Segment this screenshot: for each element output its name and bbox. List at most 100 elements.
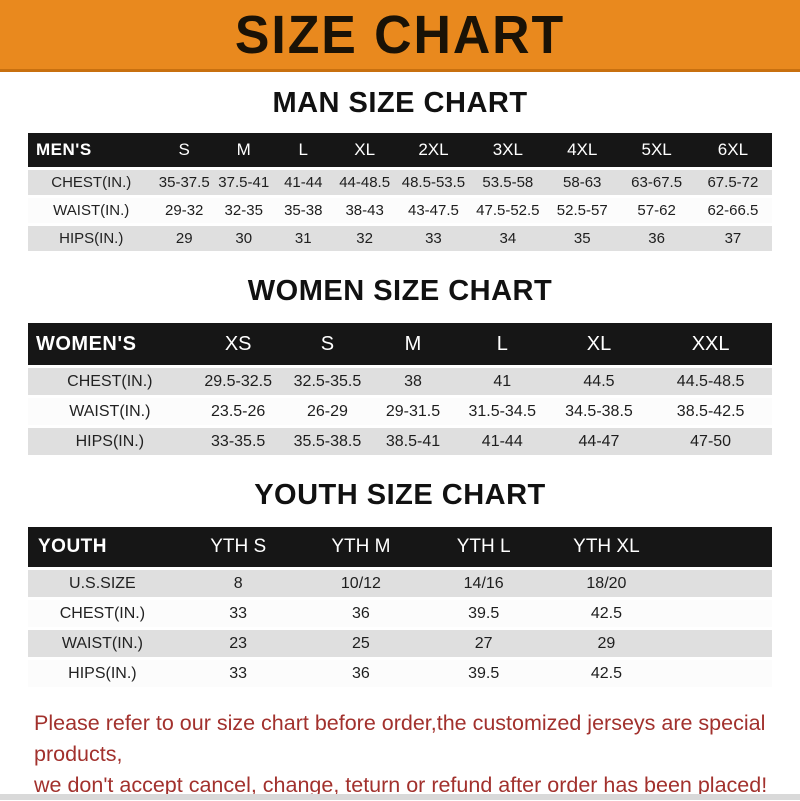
- youth-size-table: YOUTH YTH S YTH M YTH L YTH XL U.S.SIZE …: [28, 524, 772, 690]
- size-cell: 35.5-38.5: [284, 428, 371, 455]
- men-size-table: MEN'S S M L XL 2XL 3XL 4XL 5XL 6XL CHEST…: [28, 130, 772, 254]
- women-section-heading: WOMEN SIZE CHART: [247, 275, 553, 307]
- size-cell: 36: [299, 660, 423, 687]
- banner-title: SIZE CHART: [234, 4, 566, 65]
- size-cell: 35-37.5: [154, 170, 214, 195]
- size-cell: 25: [299, 630, 423, 657]
- men-col-header: 5XL: [619, 133, 694, 167]
- women-waist-row: WAIST(IN.) 23.5-26 26-29 29-31.5 31.5-34…: [28, 398, 772, 425]
- size-cell: 32: [333, 226, 397, 251]
- men-col-header: 6XL: [693, 133, 772, 167]
- men-chest-row: CHEST(IN.) 35-37.5 37.5-41 41-44 44-48.5…: [28, 170, 772, 195]
- women-header-row: WOMEN'S XS S M L XL XXL: [28, 323, 772, 365]
- women-size-table: WOMEN'S XS S M L XL XXL CHEST(IN.) 29.5-…: [28, 320, 772, 458]
- men-col-header: M: [213, 133, 274, 167]
- women-col-header: L: [455, 323, 549, 365]
- size-cell: 58-63: [545, 170, 620, 195]
- size-cell: 32-35: [213, 198, 274, 223]
- size-cell: 44.5: [548, 368, 650, 395]
- size-cell: 23.5-26: [191, 398, 285, 425]
- man-section-heading: MAN SIZE CHART: [272, 87, 528, 119]
- size-cell: 42.5: [545, 600, 668, 627]
- size-cell: 31: [273, 226, 334, 251]
- size-cell: 41-44: [455, 428, 549, 455]
- size-cell: 14/16: [422, 570, 546, 597]
- size-cell: 29: [545, 630, 668, 657]
- youth-col-header: YTH XL: [545, 527, 668, 567]
- row-label: WAIST(IN.): [28, 398, 192, 425]
- youth-waist-row: WAIST(IN.) 23 25 27 29: [28, 630, 772, 657]
- men-hips-row: HIPS(IN.) 29 30 31 32 33 34 35 36 37: [28, 226, 772, 251]
- size-cell: 33: [176, 660, 300, 687]
- women-table-label: WOMEN'S: [28, 323, 192, 365]
- size-cell: 38.5-41: [370, 428, 456, 455]
- spacer-cell: [667, 600, 772, 627]
- youth-header-row: YOUTH YTH S YTH M YTH L YTH XL: [28, 527, 772, 567]
- spacer-cell: [667, 570, 772, 597]
- size-cell: 57-62: [619, 198, 694, 223]
- women-col-header: XS: [191, 323, 285, 365]
- size-cell: 33: [396, 226, 471, 251]
- youth-hips-row: HIPS(IN.) 33 36 39.5 42.5: [28, 660, 772, 687]
- women-col-header: XL: [548, 323, 650, 365]
- size-cell: 44-48.5: [333, 170, 397, 195]
- women-col-header: M: [370, 323, 456, 365]
- size-cell: 31.5-34.5: [455, 398, 549, 425]
- size-cell: 35: [545, 226, 620, 251]
- disclaimer-line-2: we don't accept cancel, change, teturn o…: [34, 773, 768, 797]
- men-col-header: 3XL: [470, 133, 546, 167]
- spacer-cell: [667, 660, 772, 687]
- spacer-cell: [667, 527, 772, 567]
- size-cell: 34: [470, 226, 546, 251]
- size-cell: 52.5-57: [545, 198, 620, 223]
- men-table-label: MEN'S: [28, 133, 155, 167]
- size-cell: 10/12: [299, 570, 423, 597]
- youth-chest-row: CHEST(IN.) 33 36 39.5 42.5: [28, 600, 772, 627]
- size-cell: 39.5: [422, 660, 546, 687]
- size-cell: 41-44: [273, 170, 334, 195]
- size-cell: 53.5-58: [470, 170, 546, 195]
- size-cell: 38-43: [333, 198, 397, 223]
- women-chest-row: CHEST(IN.) 29.5-32.5 32.5-35.5 38 41 44.…: [28, 368, 772, 395]
- women-col-header: S: [284, 323, 371, 365]
- size-cell: 62-66.5: [693, 198, 772, 223]
- youth-table-label: YOUTH: [28, 527, 177, 567]
- row-label: WAIST(IN.): [28, 198, 155, 223]
- size-cell: 34.5-38.5: [548, 398, 650, 425]
- row-label: HIPS(IN.): [28, 226, 155, 251]
- row-label: HIPS(IN.): [28, 660, 177, 687]
- men-col-header: 4XL: [545, 133, 620, 167]
- disclaimer-text: Please refer to our size chart before or…: [34, 708, 770, 801]
- size-cell: 67.5-72: [693, 170, 772, 195]
- size-cell: 29: [154, 226, 214, 251]
- size-cell: 29.5-32.5: [191, 368, 285, 395]
- size-cell: 35-38: [273, 198, 334, 223]
- size-cell: 41: [455, 368, 549, 395]
- men-col-header: S: [154, 133, 214, 167]
- men-header-row: MEN'S S M L XL 2XL 3XL 4XL 5XL 6XL: [28, 133, 772, 167]
- size-cell: 30: [213, 226, 274, 251]
- size-cell: 42.5: [545, 660, 668, 687]
- size-cell: 33-35.5: [191, 428, 285, 455]
- size-cell: 26-29: [284, 398, 371, 425]
- size-cell: 36: [299, 600, 423, 627]
- size-cell: 29-32: [154, 198, 214, 223]
- size-cell: 44.5-48.5: [649, 368, 772, 395]
- size-cell: 33: [176, 600, 300, 627]
- size-cell: 47-50: [649, 428, 772, 455]
- men-col-header: XL: [333, 133, 397, 167]
- men-col-header: 2XL: [396, 133, 471, 167]
- men-col-header: L: [273, 133, 334, 167]
- size-chart-banner: SIZE CHART: [0, 0, 800, 72]
- size-cell: 32.5-35.5: [284, 368, 371, 395]
- row-label: U.S.SIZE: [28, 570, 177, 597]
- size-cell: 36: [619, 226, 694, 251]
- size-cell: 47.5-52.5: [470, 198, 546, 223]
- size-cell: 8: [176, 570, 300, 597]
- youth-col-header: YTH S: [176, 527, 300, 567]
- size-cell: 37: [693, 226, 772, 251]
- spacer-cell: [667, 630, 772, 657]
- row-label: WAIST(IN.): [28, 630, 177, 657]
- row-label: CHEST(IN.): [28, 368, 192, 395]
- size-cell: 37.5-41: [213, 170, 274, 195]
